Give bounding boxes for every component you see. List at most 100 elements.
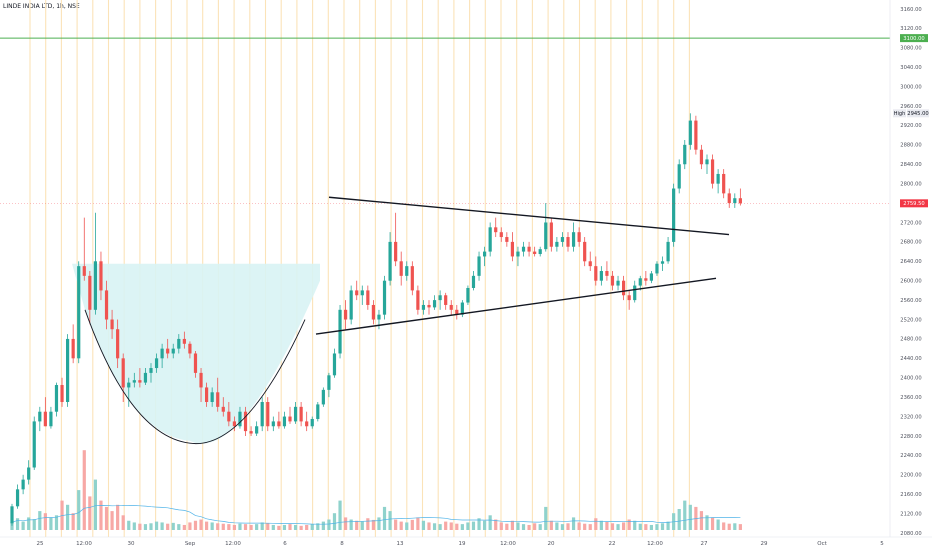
current-price-tag: 2759.50	[903, 201, 924, 207]
price-tick-label: 2800.00	[900, 181, 921, 187]
volume-bar	[644, 524, 648, 530]
price-tick-label: 2960.00	[900, 104, 921, 110]
volume-bar	[399, 521, 403, 530]
volume-bar	[727, 523, 731, 530]
candle-body	[277, 421, 281, 427]
time-tick-label: Oct	[817, 541, 827, 547]
price-tick-label: 3040.00	[900, 65, 921, 71]
candle-body	[160, 348, 164, 359]
candle-body	[627, 295, 631, 301]
volume-bar	[555, 522, 559, 530]
candle-body	[488, 227, 492, 252]
volume-bar	[633, 520, 637, 530]
volume-bar	[688, 504, 692, 530]
candle-body	[516, 251, 520, 257]
candle-body	[60, 385, 64, 402]
volume-bar	[66, 504, 70, 530]
resistance-price-tag-bg	[900, 34, 928, 43]
volume-bar	[182, 524, 186, 530]
candle-body	[549, 222, 553, 247]
candle-body	[577, 232, 581, 242]
time-tick-label: 27	[701, 541, 708, 547]
candle-body	[610, 275, 615, 286]
candle-body	[533, 251, 537, 255]
price-tick-label: 2440.00	[900, 356, 921, 362]
time-tick-label: 12:00	[76, 541, 92, 547]
volume-bar	[10, 522, 14, 530]
volume-bar	[238, 523, 242, 530]
volume-bar	[649, 524, 653, 530]
candle-body	[310, 418, 314, 427]
volume-bar	[377, 517, 381, 530]
candle-body	[27, 467, 31, 480]
candle-body	[538, 249, 542, 255]
volume-bar	[510, 520, 514, 530]
upper-trendline	[328, 196, 730, 236]
volume-bar	[355, 520, 359, 530]
candle-body	[355, 290, 359, 296]
candle-body	[21, 479, 25, 490]
volume-bar	[638, 523, 642, 530]
volume-bar	[266, 523, 270, 530]
volume-bar	[260, 522, 264, 530]
candle-body	[154, 358, 159, 369]
candle-body	[344, 309, 348, 320]
candle-body	[633, 285, 637, 301]
candle-body	[127, 382, 131, 388]
volume-bar	[371, 519, 375, 530]
candle-body	[132, 380, 136, 383]
candle-body	[710, 159, 715, 184]
candle-body	[216, 392, 220, 407]
volume-bar	[427, 522, 431, 530]
candle-body	[327, 375, 331, 390]
candle-body	[299, 406, 303, 422]
volume-bar	[199, 519, 203, 530]
volume-bar	[138, 523, 142, 530]
candle-body	[71, 338, 75, 359]
candle-body	[10, 506, 14, 524]
volume-bar	[21, 521, 25, 530]
volume-bar	[494, 519, 498, 530]
volume-bar	[516, 522, 520, 530]
volume-bar	[410, 519, 414, 530]
candle-body	[672, 188, 676, 242]
time-tick-label: Sep	[185, 541, 196, 547]
candle-body	[510, 241, 514, 257]
volume-bar	[722, 522, 726, 530]
candles	[10, 113, 742, 526]
time-tick-label: 30	[128, 541, 135, 547]
volume-bar	[221, 523, 225, 530]
high-tag-label: High	[894, 111, 906, 117]
time-tick-label: 5	[880, 541, 884, 547]
price-tick-label: 2640.00	[900, 259, 921, 265]
candle-body	[166, 348, 170, 354]
candle-body	[143, 372, 148, 383]
volume-bar	[27, 517, 31, 530]
price-tick-label: 2480.00	[900, 337, 921, 343]
candle-body	[238, 411, 242, 427]
candle-body	[188, 343, 192, 354]
volume-bar	[344, 517, 348, 530]
candle-body	[149, 368, 153, 373]
candle-body	[544, 222, 548, 250]
volume-bar	[588, 524, 592, 530]
volume-bar	[127, 520, 131, 530]
volume-bar	[683, 500, 687, 530]
volume-bar	[299, 525, 303, 530]
candle-body	[210, 392, 214, 402]
price-tick-label: 2200.00	[900, 473, 921, 479]
candle-body	[371, 304, 375, 320]
candle-body	[182, 338, 186, 344]
price-tick-label: 3000.00	[900, 84, 921, 90]
volume-bar	[438, 524, 442, 530]
volume-bar	[666, 521, 670, 530]
price-tick-label: 2120.00	[900, 511, 921, 517]
candle-body	[438, 295, 442, 301]
resistance-price-tag: 3100.00	[903, 36, 924, 42]
volume-bar	[160, 522, 164, 530]
candle-body	[366, 290, 370, 305]
volume-bar	[43, 513, 47, 530]
volume-bar	[655, 524, 659, 530]
volume-bar	[305, 524, 309, 530]
